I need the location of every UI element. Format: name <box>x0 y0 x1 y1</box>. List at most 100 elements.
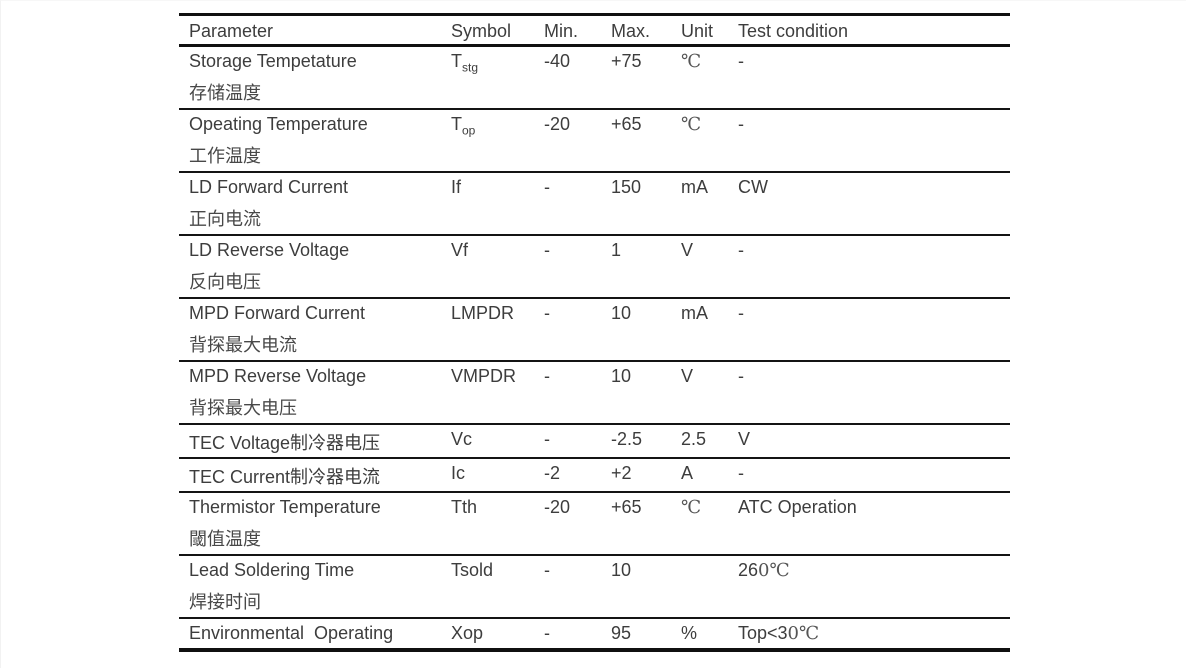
test-condition-text: CW <box>738 176 768 197</box>
max-cell: +65 <box>611 113 642 134</box>
table-row: Storage Tempetature 存储温度 Tstg -40 +75 ℃ - <box>179 45 1010 109</box>
parameter-english-label: TEC Current制冷器电流 <box>189 466 381 487</box>
parameter-chinese-label: 閾值温度 <box>189 528 261 550</box>
parameter-english-label: Thermistor Temperature <box>189 496 381 517</box>
max-cell: 150 <box>611 176 642 197</box>
unit-cell: V <box>681 239 694 260</box>
test-condition-cell: V <box>738 424 1010 458</box>
column-header-unit: Unit <box>681 21 714 41</box>
symbol-base: Tth <box>451 496 478 517</box>
symbol-base: Ic <box>451 462 466 483</box>
table-row: LD Forward Current 正向电流 If - 150 mA CW <box>179 171 1010 235</box>
symbol-cell: Tstg <box>451 46 544 109</box>
table-row: Environmental Operating Xop - 95% Top<30℃ <box>179 617 1010 650</box>
symbol-cell: If <box>451 172 544 235</box>
symbol-cell: Top <box>451 109 544 172</box>
test-condition-cell: - <box>738 458 1010 492</box>
min-cell: - <box>544 559 550 580</box>
parameter-english-label: TEC Voltage制冷器电压 <box>189 432 381 453</box>
parameter-chinese-label: 工作温度 <box>189 145 261 167</box>
symbol-cell: LMPDR <box>451 298 544 361</box>
test-condition-cell: - <box>738 361 1010 424</box>
symbol-base: Tsold <box>451 559 494 580</box>
test-condition-text: V <box>738 428 751 449</box>
unit-cell: ℃ <box>681 51 702 72</box>
unit-cell: mA <box>681 302 708 323</box>
parameter-cell: LD Reverse Voltage 反向电压 <box>179 235 451 298</box>
min-cell: -2 <box>544 462 561 483</box>
min-cell: -40 <box>544 51 571 71</box>
test-condition-text: 26 <box>738 559 759 580</box>
parameter-cell: TEC Current制冷器电流 <box>179 458 451 492</box>
test-condition-cell: - <box>738 235 1010 298</box>
max-cell: -2.5 <box>611 428 643 449</box>
symbol-base: T <box>451 51 462 71</box>
table-row: MPD Reverse Voltage 背探最大电压 VMPDR - 10 V - <box>179 360 1010 424</box>
unit-cell: A <box>681 462 694 483</box>
max-cell: 1 <box>611 239 622 260</box>
test-condition-cell: ATC Operation <box>738 492 1010 555</box>
table-row: Opeating Temperature 工作温度 Top -20 +65 ℃ - <box>179 108 1010 172</box>
parameter-cell: TEC Voltage制冷器电压 <box>179 424 451 458</box>
table-row: LD Reverse Voltage 反向电压 Vf - 1 V - <box>179 234 1010 298</box>
parameter-chinese-label: 反向电压 <box>189 271 261 293</box>
unit-cell <box>681 555 738 618</box>
column-header-symbol: Symbol <box>451 21 512 41</box>
column-header-test: Test condition <box>738 21 849 41</box>
test-condition-cell: - <box>738 109 1010 172</box>
absolute-maximum-ratings-table: Parameter Symbol Min. Max. Unit Test conditio… <box>179 13 1010 652</box>
symbol-subscript: stg <box>462 60 479 75</box>
unit-cell: mA <box>681 176 708 197</box>
table-header-row: Parameter Symbol Min. Max. Unit Test conditio… <box>179 15 1010 46</box>
unit-cell: ℃ <box>681 113 702 135</box>
table-row: Thermistor Temperature 閾值温度 Tth -20 +65 ℃ ATC … <box>179 491 1010 555</box>
symbol-cell: Vf <box>451 235 544 298</box>
max-cell: 10 <box>611 365 632 386</box>
test-condition-cell: - <box>738 298 1010 361</box>
symbol-cell: Tth <box>451 492 544 555</box>
parameter-cell: MPD Reverse Voltage 背探最大电压 <box>179 361 451 424</box>
column-header-max: Max. <box>611 21 651 41</box>
max-cell: +65 <box>611 496 642 517</box>
parameter-cell: MPD Forward Current 背探最大电流 <box>179 298 451 361</box>
parameter-english-label: Opeating Temperature <box>189 113 368 134</box>
column-header-min: Min. <box>544 21 579 41</box>
max-cell: 10 <box>611 559 632 580</box>
column-header-param: Parameter <box>189 21 274 41</box>
min-cell: -20 <box>544 496 571 517</box>
parameter-cell: Storage Tempetature 存储温度 <box>179 46 451 109</box>
symbol-cell: Tsold <box>451 555 544 618</box>
symbol-base: Xop <box>451 622 484 643</box>
symbol-cell: Xop <box>451 618 544 650</box>
parameter-english-label: MPD Reverse Voltage <box>189 365 367 386</box>
parameter-chinese-label: 存储温度 <box>189 83 261 104</box>
min-cell: - <box>544 176 550 197</box>
symbol-base: VMPDR <box>451 365 517 386</box>
parameter-chinese-label: 正向电流 <box>189 208 261 230</box>
unit-cell: % <box>681 622 698 643</box>
symbol-base: LMPDR <box>451 302 515 323</box>
test-condition-text: - <box>738 462 744 483</box>
parameter-cell: Opeating Temperature 工作温度 <box>179 109 451 172</box>
parameter-cell: Lead Soldering Time 焊接时间 <box>179 555 451 618</box>
parameter-english-label: MPD Forward Current <box>189 302 366 323</box>
min-cell: - <box>544 428 550 449</box>
max-cell: 95 <box>611 622 632 643</box>
min-cell: - <box>544 302 550 323</box>
min-cell: - <box>544 622 550 643</box>
symbol-cell: Vc <box>451 424 544 458</box>
unit-cell: ℃ <box>681 496 702 518</box>
symbol-base: Vc <box>451 428 473 449</box>
min-cell: - <box>544 365 550 386</box>
symbol-base: T <box>451 113 462 134</box>
test-condition-text: - <box>738 239 744 260</box>
parameter-chinese-label: 焊接时间 <box>189 591 261 613</box>
table-row: TEC Voltage制冷器电压 Vc - -2.5 2.5 V <box>179 423 1010 458</box>
parameter-cell: LD Forward Current 正向电流 <box>179 172 451 235</box>
table-row: TEC Current制冷器电流 Ic -2 +2 A - <box>179 457 1010 492</box>
symbol-cell: Ic <box>451 458 544 492</box>
parameter-chinese-label: 背探最大电流 <box>189 334 297 356</box>
max-cell: +2 <box>611 462 632 483</box>
unit-cell: V <box>681 365 694 386</box>
